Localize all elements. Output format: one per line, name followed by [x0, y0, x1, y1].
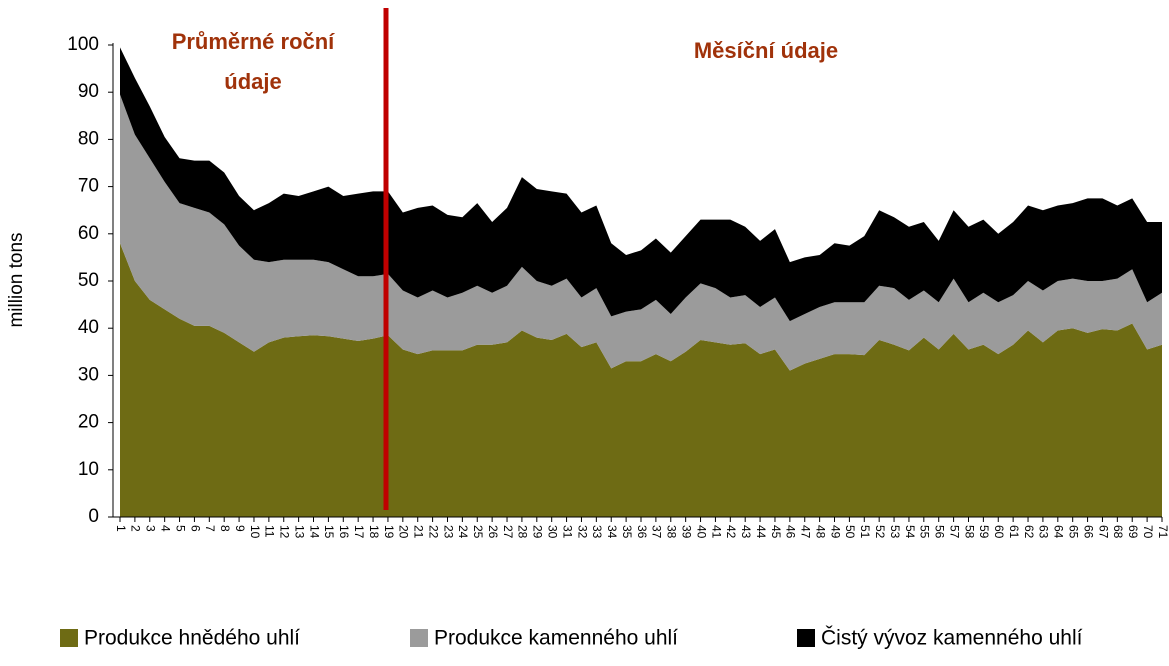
x-tick-label: 25: [471, 525, 485, 539]
x-tick-label: 8: [218, 525, 232, 532]
x-tick-label: 40: [694, 525, 708, 539]
y-tick-label: 20: [78, 412, 99, 433]
x-tick-label: 29: [531, 525, 545, 539]
x-tick-label: 31: [560, 525, 574, 539]
x-tick-label: 70: [1141, 525, 1155, 539]
y-tick-label: 80: [78, 128, 99, 149]
x-tick-label: 64: [1052, 525, 1066, 539]
legend-label: Produkce kamenného uhlí: [434, 627, 678, 650]
x-tick-label: 52: [873, 525, 887, 539]
x-tick-label: 58: [962, 525, 976, 539]
annotation: Průměrné roční údaje: [172, 29, 335, 94]
x-tick-label: 38: [665, 525, 679, 539]
x-tick-label: 11: [263, 525, 277, 538]
x-tick-label: 44: [754, 525, 768, 539]
x-tick-label: 2: [129, 525, 143, 532]
x-tick-label: 23: [441, 525, 455, 539]
y-tick-label: 100: [67, 34, 99, 55]
x-tick-label: 30: [546, 525, 560, 539]
x-tick-label: 60: [992, 525, 1006, 539]
x-tick-label: 21: [412, 525, 426, 539]
x-tick-label: 5: [173, 525, 187, 532]
area: [120, 94, 1162, 371]
x-tick-label: 15: [322, 525, 336, 539]
y-tick-label: 50: [78, 270, 99, 291]
x-tick-label: 36: [635, 525, 649, 539]
x-tick-label: 59: [977, 525, 991, 539]
legend-swatch: [410, 629, 428, 647]
legend-label: Produkce hnědého uhlí: [84, 627, 300, 650]
legend-label: Čistý vývoz kamenného uhlí: [821, 627, 1083, 650]
area: [120, 47, 1162, 322]
x-tick-label: 65: [1067, 525, 1081, 539]
x-tick-label: 27: [501, 525, 515, 539]
x-tick-label: 4: [158, 525, 172, 532]
x-tick-label: 47: [799, 525, 813, 539]
x-tick-label: 54: [903, 525, 917, 539]
x-tick-label: 71: [1156, 525, 1169, 539]
x-tick-label: 63: [1037, 525, 1051, 539]
x-tick-label: 3: [144, 525, 158, 532]
x-tick-label: 32: [575, 525, 589, 539]
x-tick-label: 20: [397, 525, 411, 539]
x-tick-label: 28: [516, 525, 530, 539]
x-tick-label: 13: [292, 525, 306, 539]
y-tick-label: 0: [88, 506, 99, 527]
x-tick-label: 46: [784, 525, 798, 539]
y-tick-label: 10: [78, 459, 99, 480]
x-tick-label: 9: [233, 525, 247, 532]
x-tick-label: 12: [278, 525, 292, 539]
x-tick-label: 57: [947, 525, 961, 539]
x-tick-label: 49: [828, 525, 842, 539]
x-tick-label: 17: [352, 525, 366, 539]
x-tick-label: 56: [933, 525, 947, 539]
x-tick-label: 62: [1022, 525, 1036, 539]
y-tick-label: 70: [78, 176, 99, 197]
x-tick-label: 61: [1007, 525, 1021, 539]
y-tick-label: 60: [78, 223, 99, 244]
legend-swatch: [60, 629, 78, 647]
x-tick-label: 14: [307, 525, 321, 539]
x-tick-label: 24: [456, 525, 470, 539]
x-tick-label: 34: [605, 525, 619, 539]
x-tick-label: 53: [888, 525, 902, 539]
legend-swatch: [797, 629, 815, 647]
x-tick-label: 7: [203, 525, 217, 532]
y-tick-label: 40: [78, 317, 99, 338]
x-tick-label: 19: [382, 525, 396, 539]
x-tick-label: 37: [650, 525, 664, 539]
y-tick-label: 90: [78, 81, 99, 102]
x-tick-label: 55: [918, 525, 932, 539]
x-tick-label: 1: [114, 525, 128, 532]
x-tick-label: 66: [1081, 525, 1095, 539]
annotation: Měsíční údaje: [694, 38, 838, 63]
x-tick-label: 42: [724, 525, 738, 539]
x-tick-label: 50: [843, 525, 857, 539]
x-tick-label: 6: [188, 525, 202, 532]
x-tick-label: 48: [813, 525, 827, 539]
x-tick-label: 18: [367, 525, 381, 539]
y-tick-label: 30: [78, 364, 99, 385]
x-tick-label: 69: [1126, 525, 1140, 539]
x-tick-label: 45: [769, 525, 783, 539]
x-tick-label: 26: [486, 525, 500, 539]
x-tick-label: 43: [739, 525, 753, 539]
x-tick-label: 16: [337, 525, 351, 539]
x-tick-label: 41: [709, 525, 723, 539]
x-tick-label: 33: [590, 525, 604, 539]
x-tick-label: 39: [679, 525, 693, 539]
area: [120, 243, 1162, 518]
plot-area: [120, 47, 1162, 518]
x-tick-label: 10: [248, 525, 262, 539]
y-axis-label: million tons: [6, 232, 27, 327]
x-tick-label: 68: [1111, 525, 1125, 539]
x-tick-label: 67: [1096, 525, 1110, 539]
x-tick-label: 51: [858, 525, 872, 539]
x-tick-label: 35: [620, 525, 634, 539]
x-tick-label: 22: [426, 525, 440, 539]
